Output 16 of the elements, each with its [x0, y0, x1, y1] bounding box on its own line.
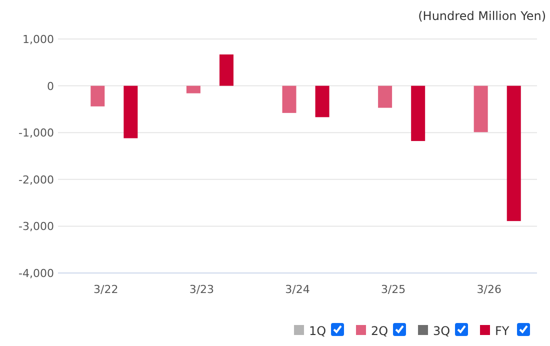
y-tick-label: 0: [47, 80, 54, 93]
x-tick-label: 3/22: [94, 283, 118, 296]
x-tick-label: 3/24: [285, 283, 310, 296]
y-tick-label: -2,000: [18, 173, 54, 186]
x-tick-label: 3/25: [380, 283, 406, 296]
legend-label: 1Q: [309, 324, 326, 338]
y-axis-title: (Hundred Million Yen): [418, 9, 546, 23]
y-tick-label: -3,000: [18, 220, 54, 234]
legend-label: 2Q: [371, 324, 388, 338]
y-tick-label: 1,000: [22, 33, 54, 46]
legend-label: 3Q: [433, 324, 450, 338]
y-tick-label: -4,000: [18, 267, 54, 280]
y-tick-label: -1,000: [18, 126, 54, 140]
x-tick-label: 3/23: [189, 283, 214, 296]
legend-label: FY: [495, 324, 510, 338]
x-tick-label: 3/26: [476, 283, 502, 296]
